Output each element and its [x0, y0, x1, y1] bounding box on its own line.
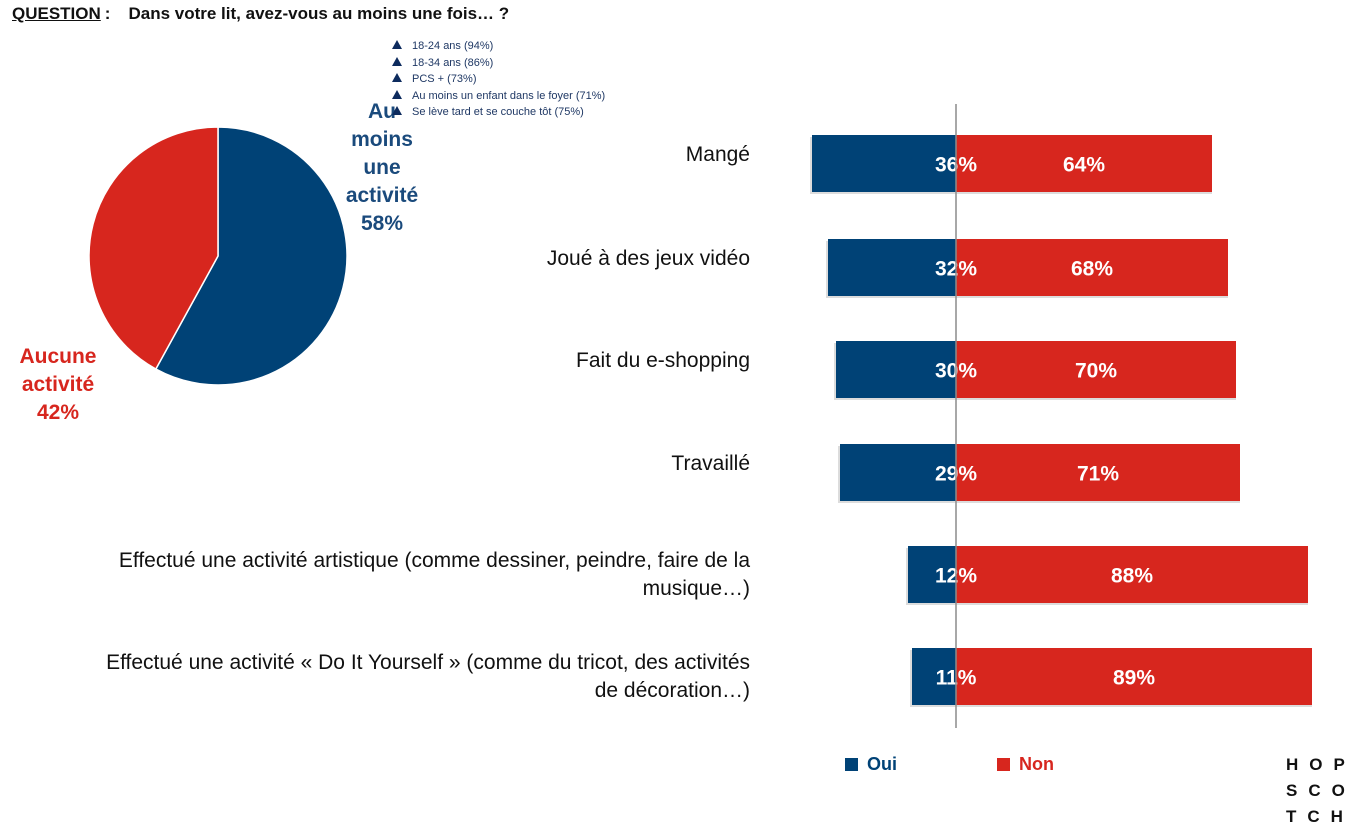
bar-non [956, 341, 1236, 398]
bar-oui [812, 135, 956, 192]
hopscotch-logo: HOP SCO TCH [1286, 752, 1354, 830]
legend-label-oui: Oui [867, 754, 897, 774]
bar-oui [912, 648, 956, 705]
pie-slice-au-moins-une-activite [154, 126, 348, 386]
bar-non [956, 648, 1312, 705]
bar-oui [828, 239, 956, 296]
subgroup-text: 18-24 ans (94%) [412, 40, 494, 52]
legend-swatch-non [997, 758, 1010, 771]
subgroup-item: 18-24 ans (94%) [392, 38, 605, 55]
subgroup-item: Se lève tard et se couche tôt (75%) [392, 104, 605, 121]
pie-label-oui-line: 58% [360, 212, 404, 235]
data-label-non: 70% [1075, 360, 1117, 383]
pie-label-non-line: Aucune [19, 345, 97, 368]
bar-non [956, 239, 1228, 296]
up-triangle-icon [392, 89, 402, 99]
logo-line: TCH [1286, 807, 1354, 826]
pie-slice-aucune-activite [88, 126, 219, 371]
pie-label-non-line: 42% [36, 401, 80, 424]
bar-oui [836, 341, 956, 398]
legend-swatch-oui [845, 758, 858, 771]
question-text: Dans votre lit, avez-vous au moins une f… [128, 4, 510, 23]
category-label: Travaillé [671, 450, 750, 478]
pie-label-oui-line: Au [368, 100, 396, 123]
up-triangle-icon [392, 40, 402, 49]
logo-line: SCO [1286, 781, 1354, 800]
up-triangle-icon [392, 56, 402, 66]
bar-oui [840, 444, 956, 501]
legend-item-non: Non [997, 754, 1054, 775]
bar-non [956, 444, 1240, 501]
category-label-line: Mangé [685, 143, 750, 166]
category-label: Fait du e-shopping [576, 347, 750, 375]
category-label: Joué à des jeux vidéo [547, 245, 750, 273]
category-label-line: de décoration…) [594, 679, 750, 702]
subgroup-item: PCS + (73%) [392, 71, 605, 88]
category-label: Effectué une activité « Do It Yourself »… [106, 649, 750, 705]
category-label-line: Effectué une activité artistique (comme … [118, 549, 750, 572]
pie-label-oui-line: moins [351, 128, 413, 151]
category-label-line: Fait du e-shopping [576, 349, 750, 372]
category-label-line: Joué à des jeux vidéo [546, 247, 750, 270]
category-label-line: Effectué une activité « Do It Yourself »… [106, 651, 750, 674]
subgroup-text: Se lève tard et se couche tôt (75%) [412, 106, 584, 118]
up-triangle-icon [392, 73, 402, 82]
subgroup-list: 18-24 ans (94%) 18-34 ans (86%) PCS + (7… [392, 38, 605, 121]
category-label-line: musique…) [642, 577, 750, 600]
logo-line: HOP [1286, 755, 1354, 774]
question-label: QUESTION [12, 4, 101, 23]
bar-non [956, 135, 1212, 192]
legend-item-oui: Oui [845, 754, 897, 775]
bar-oui [908, 546, 956, 603]
pie-label-au-moins-une-activite: Au moins une activité 58% [335, 98, 429, 238]
data-label-non: 64% [1063, 154, 1105, 177]
question-separator: : [104, 4, 111, 23]
category-label: Effectué une activité artistique (comme … [119, 547, 750, 603]
subgroup-item: Au moins un enfant dans le foyer (71%) [392, 88, 605, 105]
category-label-line: Travaillé [671, 452, 750, 475]
category-label: Mangé [686, 141, 750, 169]
pie-label-aucune-activite: Aucune activité 42% [8, 343, 108, 427]
data-label-non: 71% [1077, 463, 1119, 486]
legend-label-non: Non [1019, 754, 1054, 774]
up-triangle-icon [392, 106, 402, 115]
pie-label-oui-line: activité [345, 184, 419, 207]
subgroup-text: PCS + (73%) [412, 73, 477, 85]
subgroup-text: 18-34 ans (86%) [412, 56, 494, 69]
question: QUESTION: Dans votre lit, avez-vous au mo… [12, 4, 509, 24]
data-label-non: 88% [1111, 565, 1153, 588]
pie-label-oui-line: une [363, 156, 401, 179]
subgroup-text: Au moins un enfant dans le foyer (71%) [412, 89, 606, 102]
subgroup-item: 18-34 ans (86%) [392, 55, 605, 72]
bar-non [956, 546, 1308, 603]
data-label-non: 68% [1071, 258, 1113, 281]
pie-label-non-line: activité [21, 373, 95, 396]
data-label-non: 89% [1113, 667, 1155, 690]
